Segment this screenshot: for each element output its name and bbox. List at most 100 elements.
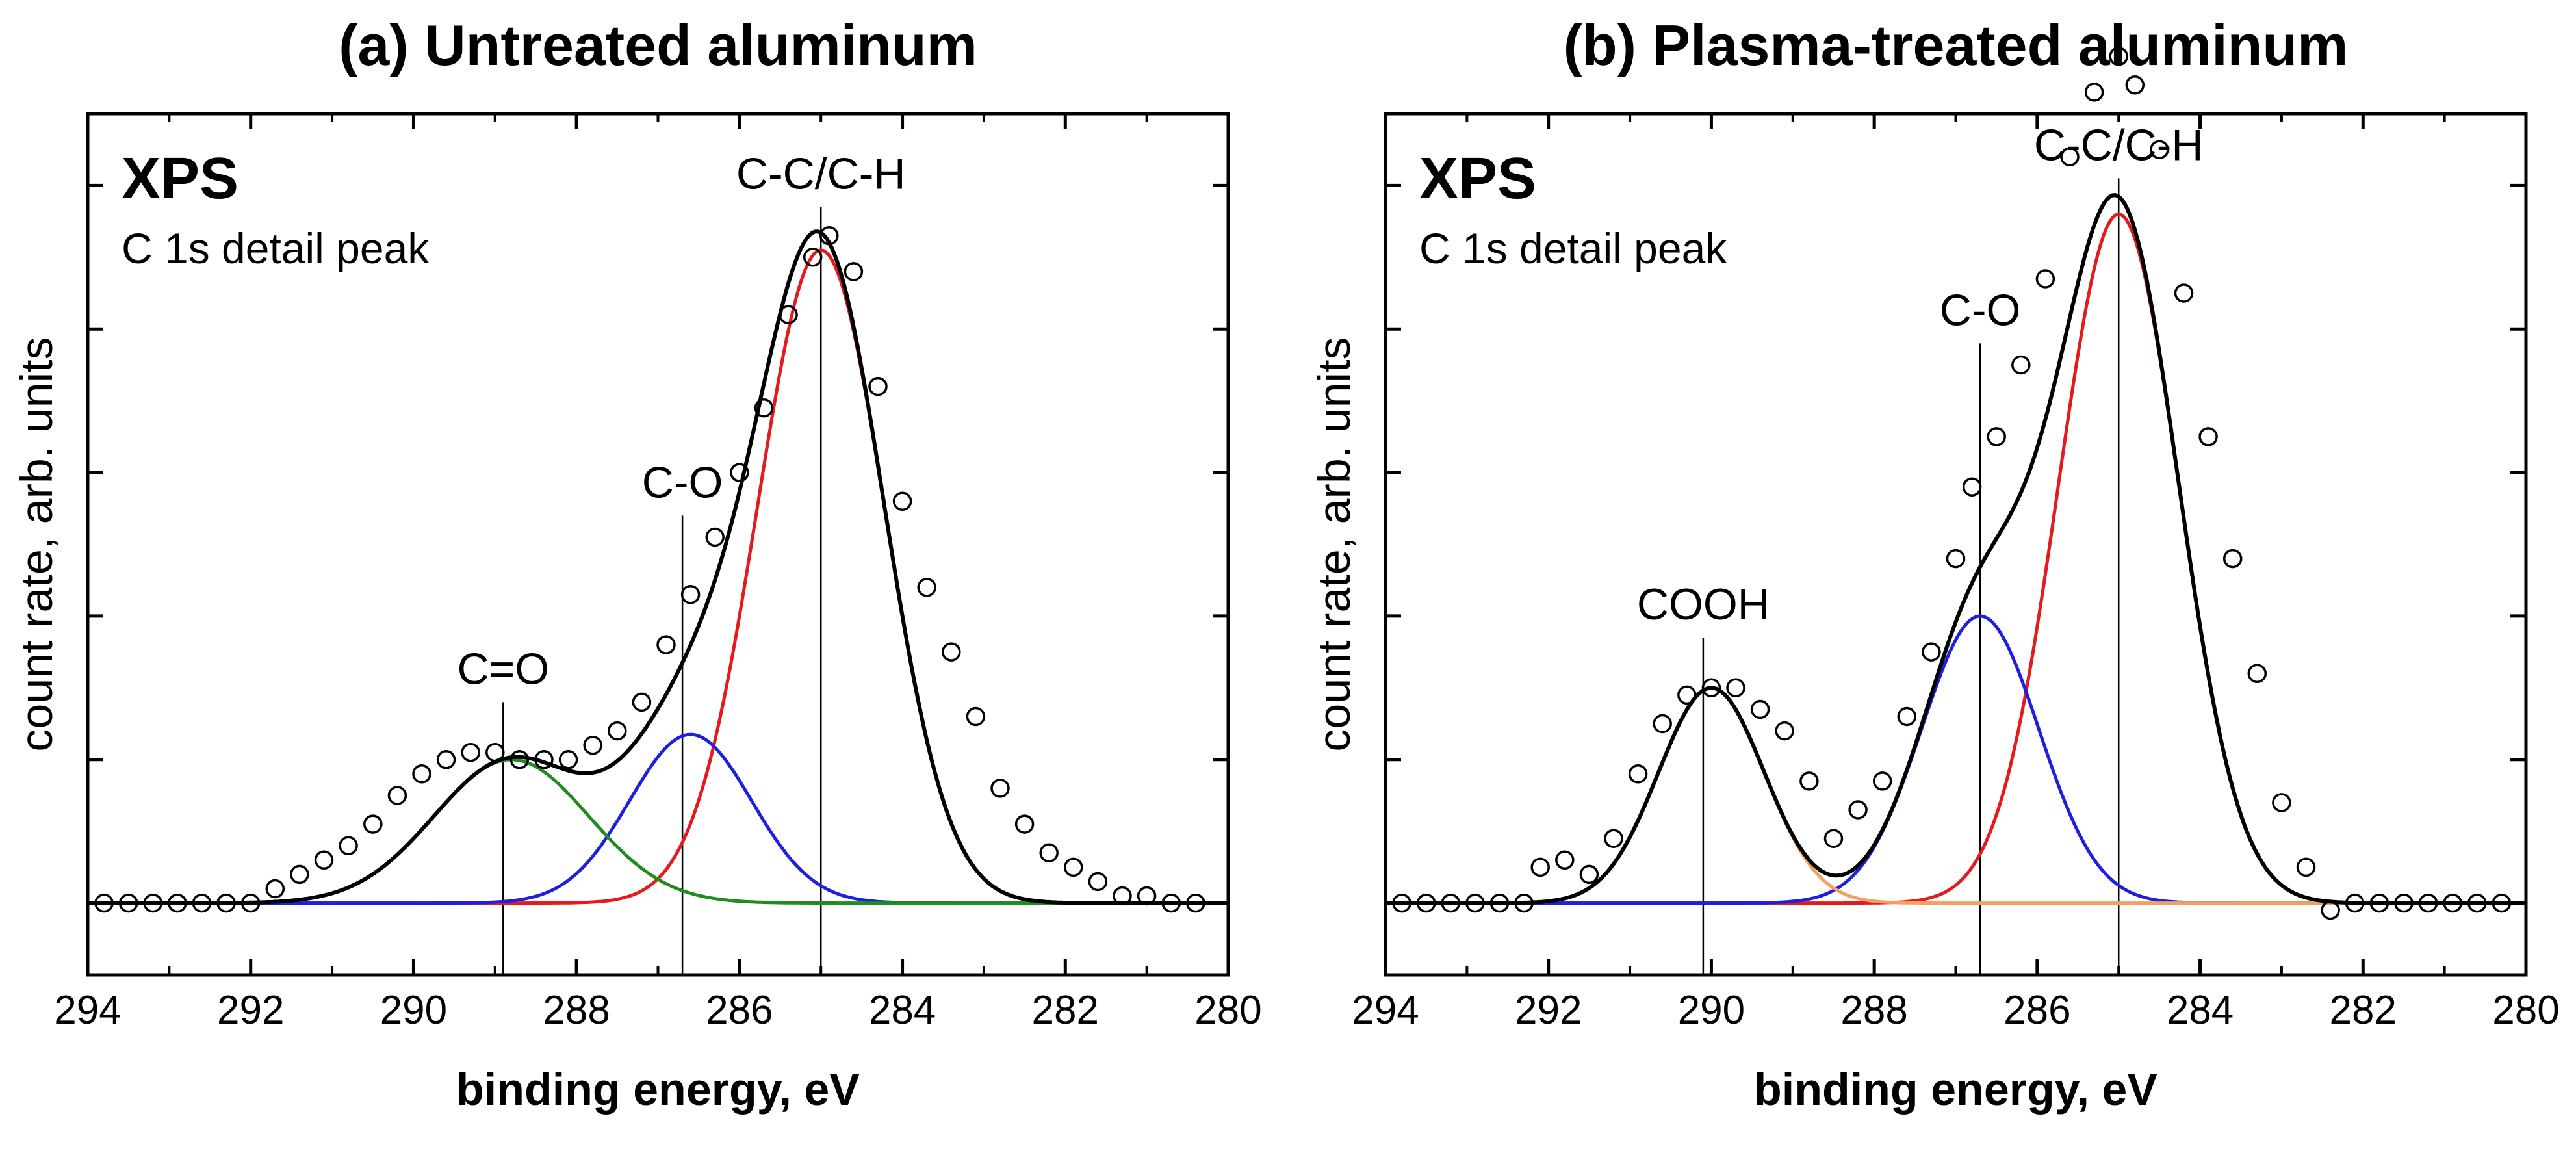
data-point [387,786,407,805]
data-point [1530,857,1550,877]
data-point [290,864,309,885]
data-point [1848,800,1868,820]
data-point [705,527,725,547]
data-point [1946,549,1966,569]
peak-label: C=O [457,644,549,693]
data-point [2394,893,2414,913]
x-tick-label: 282 [2330,988,2397,1033]
data-point [2150,140,2169,159]
data-point [2443,893,2462,913]
component-curve-c-c-c-h [88,248,1228,905]
data-point [917,578,936,597]
data-point [844,262,864,281]
x-tick-label: 294 [1352,988,1419,1033]
data-point [2345,893,2365,913]
data-point [143,893,163,913]
data-point [1161,893,1181,913]
data-point [1962,477,1982,497]
xps-annotation: XPS [1419,146,1536,211]
x-tick-label: 292 [217,988,284,1033]
data-point [1987,427,2006,446]
data-point [2492,893,2512,913]
data-point [558,750,578,769]
data-point [2109,46,2128,66]
data-point [2035,269,2055,289]
data-point [2125,75,2145,95]
subtitle-annotation: C 1s detail peak [122,224,430,272]
x-tick-label: 284 [2167,988,2234,1033]
chart-title: (b) Plasma-treated aluminum [1564,13,2349,77]
x-tick-label: 290 [380,988,447,1033]
data-point [1677,685,1697,705]
data-point [118,893,138,913]
data-point [1186,893,1205,913]
data-point [1579,864,1599,885]
x-tick-label: 288 [1840,988,1907,1033]
y-axis-label: count rate, arb. units [1309,337,1359,751]
data-point [2247,664,2267,684]
data-point [2272,793,2291,812]
data-point [1872,771,1892,791]
data-point [942,642,961,662]
peak-label: C-C/C-H [2034,120,2204,170]
data-point [485,742,505,762]
chart-panel-a: (a) Untreated aluminum 294 292 290 288 286 284… [11,13,1262,1115]
data-point [2084,83,2104,102]
data-point [2222,549,2243,569]
data-point [990,779,1010,798]
peak-label: C-O [642,458,723,507]
data-point [1137,886,1157,906]
data-point [2369,893,2389,913]
x-tick-label: 280 [2492,988,2559,1033]
data-point [1514,893,1534,913]
data-point [754,398,774,418]
y-axis-label: count rate, arb. units [11,337,62,751]
x-axis-label: binding energy, eV [1754,1064,2157,1115]
data-point [1113,886,1132,906]
subtitle-annotation: C 1s detail peak [1419,224,1727,272]
data-point [1392,893,1411,913]
data-point [966,706,986,727]
data-point [632,692,652,712]
data-point [868,376,888,396]
data-point [2198,427,2218,446]
data-point [892,491,912,511]
chart-title: (a) Untreated aluminum [339,13,977,77]
data-point [1897,706,1917,727]
data-point [2060,147,2080,167]
x-tick-label: 288 [543,988,610,1033]
data-point [2174,283,2194,303]
data-point [2296,857,2316,877]
data-point [1088,872,1108,892]
data-point [216,893,236,913]
x-tick-label: 286 [706,988,773,1033]
data-point [1775,721,1794,741]
data-point [265,879,285,899]
data-point [1823,829,1844,848]
data-point [1555,850,1575,870]
data-point [1701,678,1721,698]
data-point [1628,764,1648,784]
x-tick-label: 282 [1032,988,1099,1033]
data-point [1014,814,1035,834]
data-point [94,893,114,913]
data-point [1726,678,1745,698]
data-point [1039,843,1059,863]
data-point [1653,714,1672,734]
data-point [1064,857,1083,877]
xps-annotation: XPS [122,146,238,211]
x-tick-label: 280 [1194,988,1261,1033]
peak-label: COOH [1637,580,1770,629]
envelope-curve [88,229,1228,905]
data-point [1489,893,1510,913]
data-point [2011,355,2031,375]
data-point [730,463,749,482]
data-point [314,850,334,870]
peak-label: C-O [1940,285,2021,335]
data-point [1416,893,1436,913]
data-point [803,248,823,267]
data-point [819,226,839,246]
data-point [192,893,212,913]
data-point [461,742,480,762]
